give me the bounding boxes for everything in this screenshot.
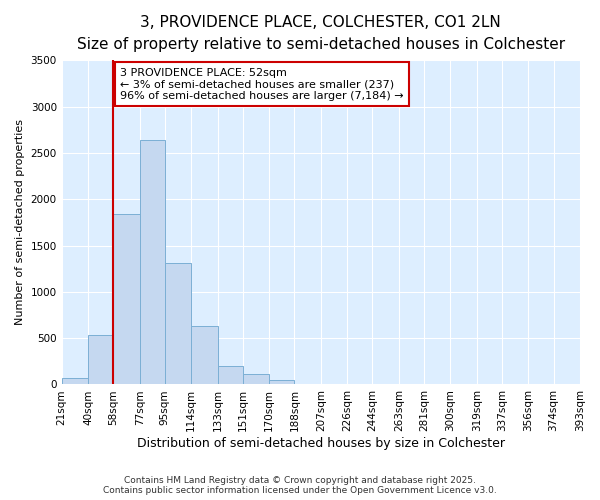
Bar xyxy=(113,214,140,384)
Bar xyxy=(269,380,295,384)
Bar xyxy=(62,378,88,384)
Bar xyxy=(243,374,269,384)
Text: Contains HM Land Registry data © Crown copyright and database right 2025.
Contai: Contains HM Land Registry data © Crown c… xyxy=(103,476,497,495)
Text: 3 PROVIDENCE PLACE: 52sqm
← 3% of semi-detached houses are smaller (237)
96% of : 3 PROVIDENCE PLACE: 52sqm ← 3% of semi-d… xyxy=(120,68,404,101)
Bar xyxy=(165,263,191,384)
Bar xyxy=(88,335,113,384)
Bar xyxy=(191,326,218,384)
X-axis label: Distribution of semi-detached houses by size in Colchester: Distribution of semi-detached houses by … xyxy=(137,437,505,450)
Bar xyxy=(218,366,243,384)
Title: 3, PROVIDENCE PLACE, COLCHESTER, CO1 2LN
Size of property relative to semi-detac: 3, PROVIDENCE PLACE, COLCHESTER, CO1 2LN… xyxy=(77,15,565,52)
Bar xyxy=(140,140,165,384)
Y-axis label: Number of semi-detached properties: Number of semi-detached properties xyxy=(15,120,25,326)
